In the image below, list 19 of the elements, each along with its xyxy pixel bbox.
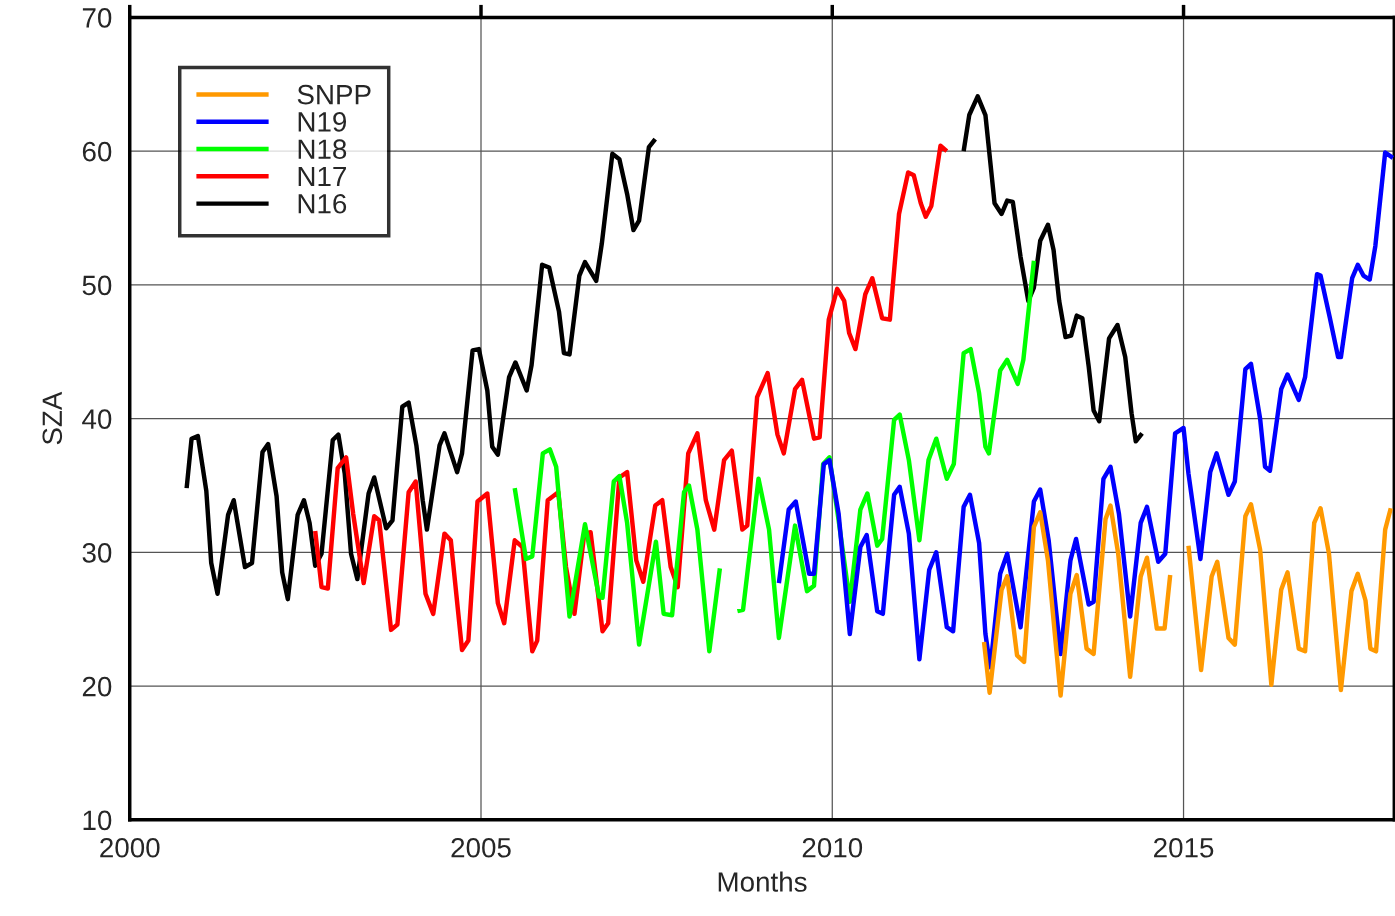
- y-tick-label: 20: [82, 676, 112, 697]
- y-axis-title: SZA: [42, 391, 63, 445]
- legend-label: SNPP: [297, 84, 371, 105]
- x-tick-label: 2000: [100, 837, 160, 858]
- line-series: [776, 150, 1395, 670]
- x-axis-title: Months: [718, 871, 807, 892]
- legend-label: N18: [298, 139, 347, 160]
- legend-label: N19: [298, 112, 347, 132]
- y-tick-label: 10: [83, 810, 112, 831]
- y-tick-label: 70: [82, 8, 112, 28]
- y-tick-label: 50: [82, 275, 112, 296]
- y-tick-label: 40: [82, 409, 112, 429]
- x-tick-label: 2005: [451, 837, 511, 858]
- legend-label: N16: [298, 193, 347, 214]
- y-tick-label: 30: [82, 543, 112, 563]
- y-tick-label: 60: [82, 141, 112, 162]
- x-tick-label: 2015: [1154, 837, 1214, 858]
- legend-label: N17: [298, 166, 346, 187]
- x-tick-label: 2010: [802, 837, 863, 858]
